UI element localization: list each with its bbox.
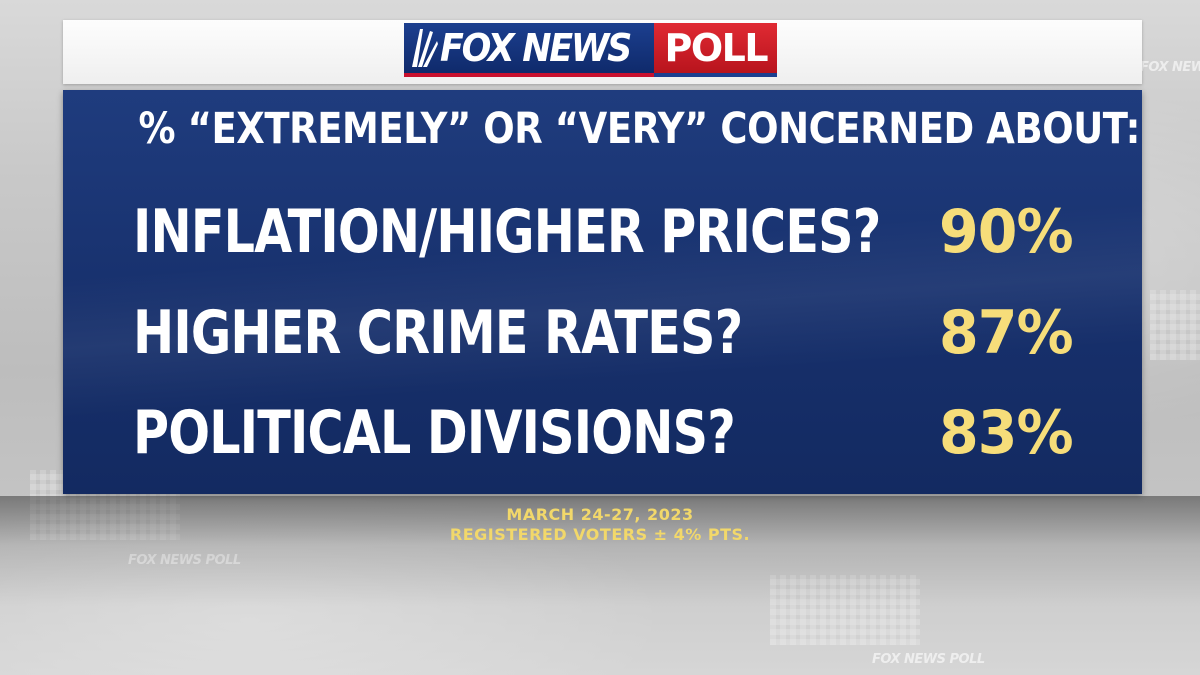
result-value: 90% xyxy=(939,197,1074,267)
background-logo-watermark: FOX NEWS POLL xyxy=(872,652,985,667)
fox-news-logo: FOX NEWS xyxy=(404,23,655,77)
chart-title: % “EXTREMELY” OR “VERY” CONCERNED ABOUT: xyxy=(138,104,1141,154)
fox-news-poll-logo: FOX NEWS POLL xyxy=(404,23,778,77)
footer-band: MARCH 24-27, 2023 REGISTERED VOTERS ± 4%… xyxy=(0,496,1200,606)
result-row: POLITICAL DIVISIONS? 83% xyxy=(133,388,1074,478)
background-logo-watermark: FOX NEWS POLL xyxy=(1140,60,1200,75)
result-row: HIGHER CRIME RATES? 87% xyxy=(133,288,1074,378)
poll-results-panel: % “EXTREMELY” OR “VERY” CONCERNED ABOUT:… xyxy=(63,90,1142,494)
result-value: 83% xyxy=(939,398,1074,468)
result-row: INFLATION/HIGHER PRICES? 90% xyxy=(133,187,1074,277)
result-label: INFLATION/HIGHER PRICES? xyxy=(133,197,881,267)
result-value: 87% xyxy=(939,298,1074,368)
logo-product-text: POLL xyxy=(664,26,768,70)
logo-brand-text: FOX NEWS xyxy=(440,26,632,70)
poll-sample-note: REGISTERED VOTERS ± 4% PTS. xyxy=(449,525,751,544)
result-label: POLITICAL DIVISIONS? xyxy=(133,398,736,468)
background-grid xyxy=(1150,290,1200,360)
poll-dates: MARCH 24-27, 2023 xyxy=(506,505,694,524)
poll-logo: POLL xyxy=(654,23,778,77)
result-label: HIGHER CRIME RATES? xyxy=(133,298,743,368)
fox-searchlight-icon xyxy=(412,29,438,67)
